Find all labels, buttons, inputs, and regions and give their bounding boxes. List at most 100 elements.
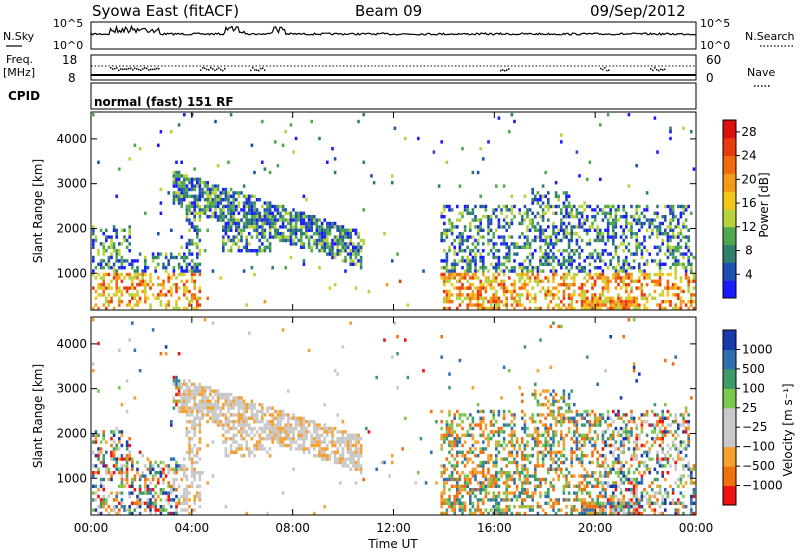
heatmap-cell [479,484,482,488]
heatmap-cell [115,498,118,502]
heatmap-cell [229,187,233,192]
heatmap-cell [557,249,560,253]
heatmap-cell [193,443,196,448]
heatmap-cell [604,440,607,444]
heatmap-cell [606,296,610,300]
heatmap-cell [281,440,285,444]
heatmap-cell [107,259,111,263]
heatmap-cell [664,262,667,266]
heatmap-cell [570,508,573,512]
heatmap-cell [554,232,558,236]
heatmap-cell [648,225,651,229]
heatmap-cell [591,498,594,502]
heatmap-cell [125,508,129,512]
heatmap-cell [141,474,144,478]
heatmap-cell [320,238,324,243]
heatmap-cell [578,174,581,178]
heatmap-cell [458,491,462,495]
heatmap-cell [482,283,485,287]
heatmap-cell [177,382,181,386]
heatmap-cell [323,426,326,431]
heatmap-cell [565,498,568,502]
heatmap-cell [237,211,241,215]
heatmap-cell [305,426,308,431]
heatmap-cell [302,416,306,420]
heatmap-cell [505,508,508,512]
heatmap-cell [443,221,446,226]
freq-unit: [MHz] [3,66,35,79]
heatmap-cell [575,426,579,431]
heatmap-cell [333,457,337,461]
heatmap-cell [593,259,597,263]
heatmap-cell [560,252,563,256]
heatmap-cell [391,259,394,263]
heatmap-cell [583,218,586,222]
heatmap-cell [136,269,139,273]
heatmap-cell [534,225,537,229]
heatmap-cell [557,283,560,287]
heatmap-cell [341,235,345,239]
heatmap-cell [690,211,693,215]
heatmap-cell [263,232,267,236]
heatmap-cell [250,194,254,198]
heatmap-cell [671,211,675,215]
heatmap-cell [630,252,633,256]
heatmap-cell [245,235,248,239]
heatmap-cell [170,488,173,492]
heatmap-cell [562,204,566,209]
heatmap-cell [489,215,493,219]
heatmap-cell [154,269,157,273]
heatmap-cell [635,245,638,249]
heatmap-cell [630,300,633,304]
heatmap-cell [385,283,389,287]
heatmap-cell [183,194,186,198]
heatmap-cell [443,228,446,232]
heatmap-cell [669,204,672,209]
heatmap-cell [180,255,183,260]
heatmap-cell [323,249,326,253]
heatmap-cell [471,211,475,215]
heatmap-cell [245,218,248,222]
heatmap-cell [567,403,571,407]
heatmap-cell [578,474,581,478]
heatmap-cell [180,201,183,205]
heatmap-cell [133,348,137,352]
heatmap-cell [136,266,139,270]
heatmap-cell [599,306,602,311]
heatmap-cell [690,279,693,283]
heatmap-cell [302,423,306,427]
heatmap-cell [177,252,181,256]
heatmap-cell [125,454,129,458]
heatmap-cell [469,269,472,273]
heatmap-cell [99,447,103,451]
heatmap-cell [448,413,451,417]
heatmap-cell [682,289,685,294]
heatmap-cell [606,279,610,283]
heatmap-cell [159,352,163,356]
heatmap-cell [271,416,274,420]
heatmap-cell [443,238,446,243]
heatmap-cell [92,269,95,273]
heatmap-cell [201,389,204,393]
heatmap-cell [180,235,183,239]
heatmap-cell [528,433,532,437]
heatmap-cell [596,225,599,229]
heatmap-cell [643,306,646,311]
heatmap-cell [261,420,264,424]
heatmap-cell [552,228,555,232]
heatmap-cell [505,228,508,232]
heatmap-cell [229,447,233,451]
heatmap-cell [570,389,573,393]
heatmap-cell [684,242,688,246]
heatmap-cell [687,289,690,294]
heatmap-cell [466,211,469,215]
heatmap-cell [115,252,118,256]
heatmap-cell [92,508,95,512]
heatmap-cell [333,221,337,226]
heatmap-cell [123,238,126,243]
freq-dot [112,68,114,70]
heatmap-cell [99,286,103,290]
heatmap-cell [547,255,550,260]
heatmap-cell [94,484,98,488]
heatmap-cell [188,211,191,215]
